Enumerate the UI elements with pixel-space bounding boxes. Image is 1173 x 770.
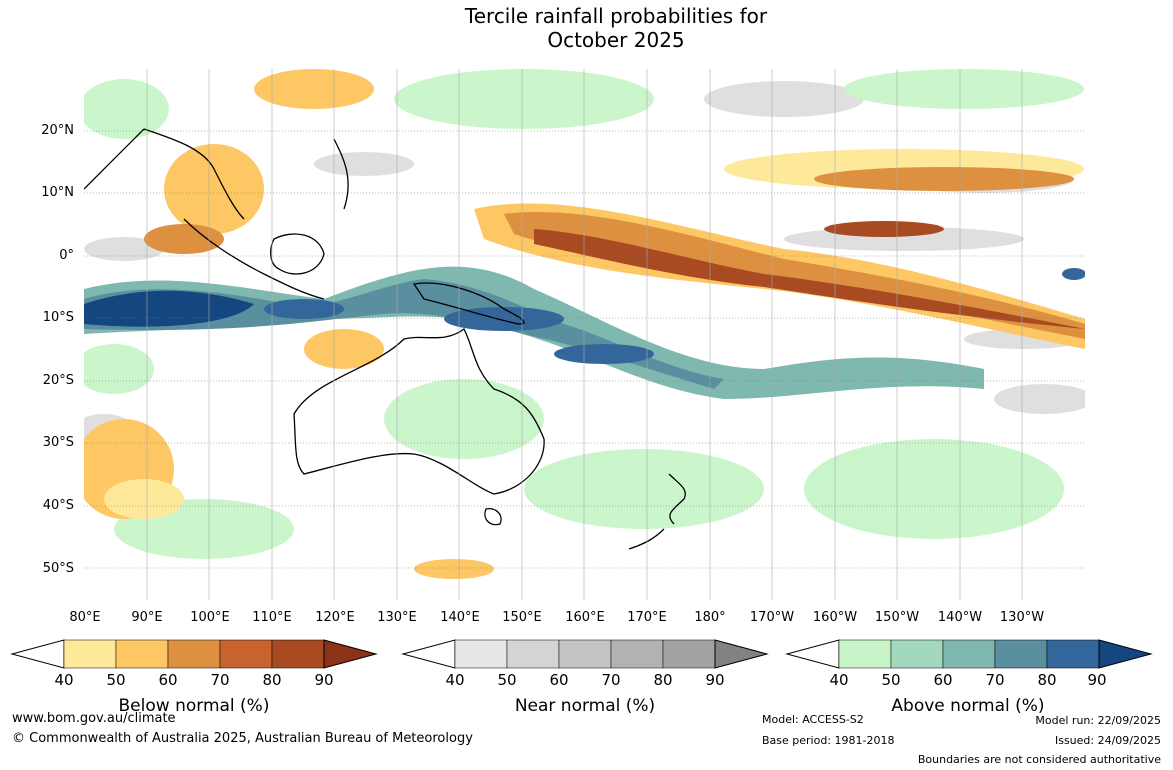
near-normal-swatch-6 (714, 639, 769, 669)
lon-label-150w: 150°W (874, 610, 920, 625)
near-normal-tick-90: 90 (705, 671, 725, 689)
below-normal-colorbar (10, 639, 378, 669)
above-normal-tick-90: 90 (1087, 671, 1107, 689)
above-normal-swatch-3 (942, 639, 996, 669)
lon-label-120e: 120°E (315, 610, 355, 625)
below-normal-swatch-2 (115, 639, 169, 669)
below-normal-title: Below normal (%) (118, 696, 270, 716)
below-normal-tick-40: 40 (54, 671, 74, 689)
above-normal-swatch-5 (1046, 639, 1100, 669)
lon-label-140e: 140°E (440, 610, 480, 625)
near-normal-swatch-0 (401, 639, 456, 669)
below-normal-swatch-0 (10, 639, 65, 669)
below-normal-tick-60: 60 (158, 671, 178, 689)
above-normal-swatch-1 (838, 639, 892, 669)
lon-label-160e: 160°E (565, 610, 605, 625)
lon-label-150e: 150°E (502, 610, 542, 625)
lat-label-0: 0° (59, 248, 74, 263)
above-normal-colorbar (785, 639, 1153, 669)
lat-label-20s: 20°S (42, 373, 74, 388)
lon-label-80e: 80°E (69, 610, 101, 625)
base-period: Base period: 1981-2018 (762, 734, 895, 747)
lat-label-10s: 10°S (42, 310, 74, 325)
coastlines (84, 128, 686, 550)
below-normal-tick-80: 80 (262, 671, 282, 689)
near-normal-swatch-5 (662, 639, 716, 669)
below-normal-swatch-6 (323, 639, 378, 669)
near-normal-tick-80: 80 (653, 671, 673, 689)
above-normal-tick-50: 50 (881, 671, 901, 689)
lat-label-10n: 10°N (41, 185, 74, 200)
lat-label-40s: 40°S (42, 498, 74, 513)
lon-label-170w: 170°W (749, 610, 795, 625)
graticule (84, 69, 1085, 600)
above-normal-swatch-4 (994, 639, 1048, 669)
below-normal-tick-50: 50 (106, 671, 126, 689)
above-normal-tick-40: 40 (829, 671, 849, 689)
title-line-1: Tercile rainfall probabilities for (464, 4, 768, 28)
model-info: Model: ACCESS-S2 (762, 713, 864, 726)
near-normal-tick-70: 70 (601, 671, 621, 689)
below-normal-swatch-5 (271, 639, 325, 669)
below-normal-swatch-3 (167, 639, 221, 669)
lon-label-130e: 130°E (377, 610, 417, 625)
lon-label-160w: 160°W (812, 610, 858, 625)
near-normal-swatch-1 (454, 639, 508, 669)
below-normal-tick-70: 70 (210, 671, 230, 689)
lat-label-50s: 50°S (42, 561, 74, 576)
website-link[interactable]: www.bom.gov.au/climate (12, 711, 176, 726)
near-normal-tick-50: 50 (497, 671, 517, 689)
lat-label-30s: 30°S (42, 435, 74, 450)
near-normal-title: Near normal (%) (514, 696, 656, 716)
lon-label-110e: 110°E (252, 610, 292, 625)
lat-label-20n: 20°N (41, 123, 74, 138)
above-normal-swatch-6 (1098, 639, 1153, 669)
above-normal-tick-80: 80 (1037, 671, 1057, 689)
above-normal-strong (84, 266, 1085, 399)
lon-label-130w: 130°W (999, 610, 1045, 625)
below-normal-tick-90: 90 (314, 671, 334, 689)
below-normal-regions (84, 69, 1085, 579)
copyright-notice: © Commonwealth of Australia 2025, Austra… (12, 731, 473, 746)
issued-date: Issued: 24/09/2025 (1054, 734, 1161, 747)
below-normal-swatch-1 (63, 639, 117, 669)
near-normal-colorbar (401, 639, 769, 669)
boundaries-disclaimer: Boundaries are not considered authoritat… (917, 753, 1161, 766)
lon-label-90e: 90°E (131, 610, 163, 625)
title-line-2: October 2025 (547, 28, 685, 52)
near-normal-tick-60: 60 (549, 671, 569, 689)
below-normal-swatch-4 (219, 639, 273, 669)
above-normal-swatch-2 (890, 639, 944, 669)
lon-label-140w: 140°W (937, 610, 983, 625)
near-normal-swatch-4 (610, 639, 664, 669)
above-normal-title: Above normal (%) (891, 696, 1045, 716)
above-normal-tick-60: 60 (933, 671, 953, 689)
near-normal-tick-40: 40 (445, 671, 465, 689)
near-normal-swatch-3 (558, 639, 612, 669)
model-run-date: Model run: 22/09/2025 (1035, 714, 1161, 727)
lon-label-170e: 170°E (627, 610, 667, 625)
lon-label-100e: 100°E (190, 610, 230, 625)
above-normal-tick-70: 70 (985, 671, 1005, 689)
above-normal-swatch-0 (785, 639, 840, 669)
map-title: Tercile rainfall probabilities for Octob… (0, 4, 1173, 52)
rainfall-probability-map (84, 69, 1085, 600)
near-normal-swatch-2 (506, 639, 560, 669)
lon-label-180: 180° (694, 610, 726, 625)
